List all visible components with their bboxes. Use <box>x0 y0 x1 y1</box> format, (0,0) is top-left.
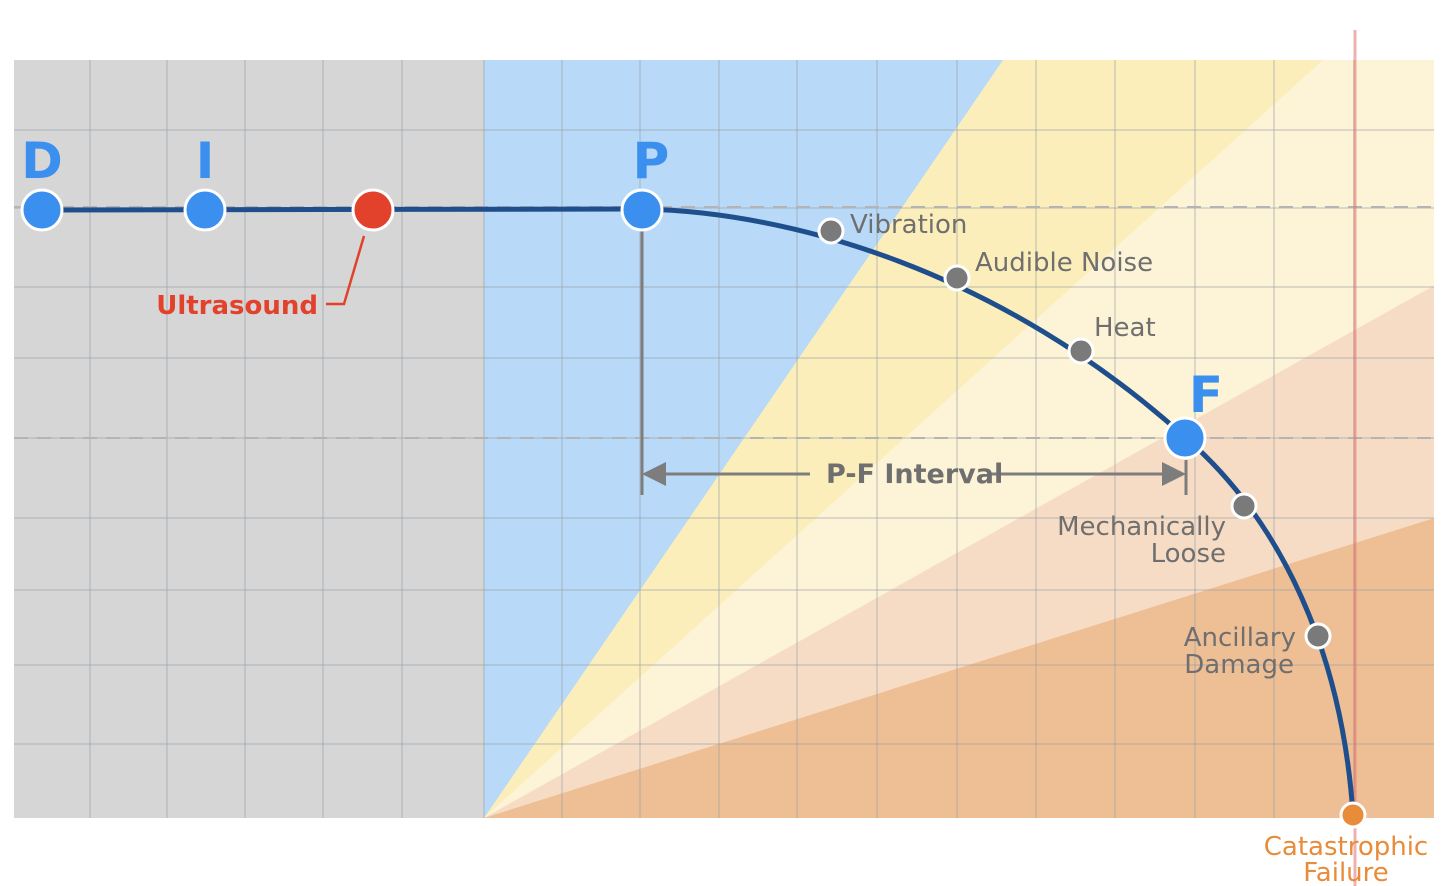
ultrasound-point <box>351 188 395 232</box>
ancillary-damage-label-line1: Ancillary <box>1184 623 1296 653</box>
d-label: D <box>21 132 63 190</box>
heat-point <box>1067 337 1095 365</box>
pf-curve <box>39 206 1356 818</box>
audible-noise-label: Audible Noise <box>975 248 1153 278</box>
mechanically-loose-label-line2: Loose <box>1151 539 1226 569</box>
catastrophic-failure-label-line1: Catastrophic <box>1264 832 1428 862</box>
mechanically-loose-point <box>1230 492 1258 520</box>
vibration-point <box>817 217 845 245</box>
interval-arrowhead-right <box>1162 462 1186 486</box>
f-label: F <box>1189 366 1223 424</box>
catastrophic-failure-point <box>1339 801 1367 829</box>
i-point <box>183 188 227 232</box>
pf-interval-label: P-F Interval <box>826 459 1003 490</box>
ultrasound-label: Ultrasound <box>156 291 318 321</box>
heat-label: Heat <box>1094 313 1156 343</box>
catastrophic-failure-label-line2: Failure <box>1303 858 1389 886</box>
ultrasound-leader-line <box>326 235 366 306</box>
f-point <box>1163 416 1207 460</box>
interval-arrowhead-left <box>642 462 666 486</box>
p-label: P <box>633 132 670 190</box>
mechanically-loose-label-line1: Mechanically <box>1057 512 1226 542</box>
audible-noise-point <box>943 264 971 292</box>
p-point <box>620 188 664 232</box>
i-label: I <box>196 132 215 190</box>
d-point <box>20 188 64 232</box>
vibration-label: Vibration <box>850 210 967 240</box>
orange-wedge <box>484 518 1434 818</box>
ancillary-damage-label-line2: Damage <box>1184 650 1294 680</box>
ancillary-damage-point <box>1304 622 1332 650</box>
